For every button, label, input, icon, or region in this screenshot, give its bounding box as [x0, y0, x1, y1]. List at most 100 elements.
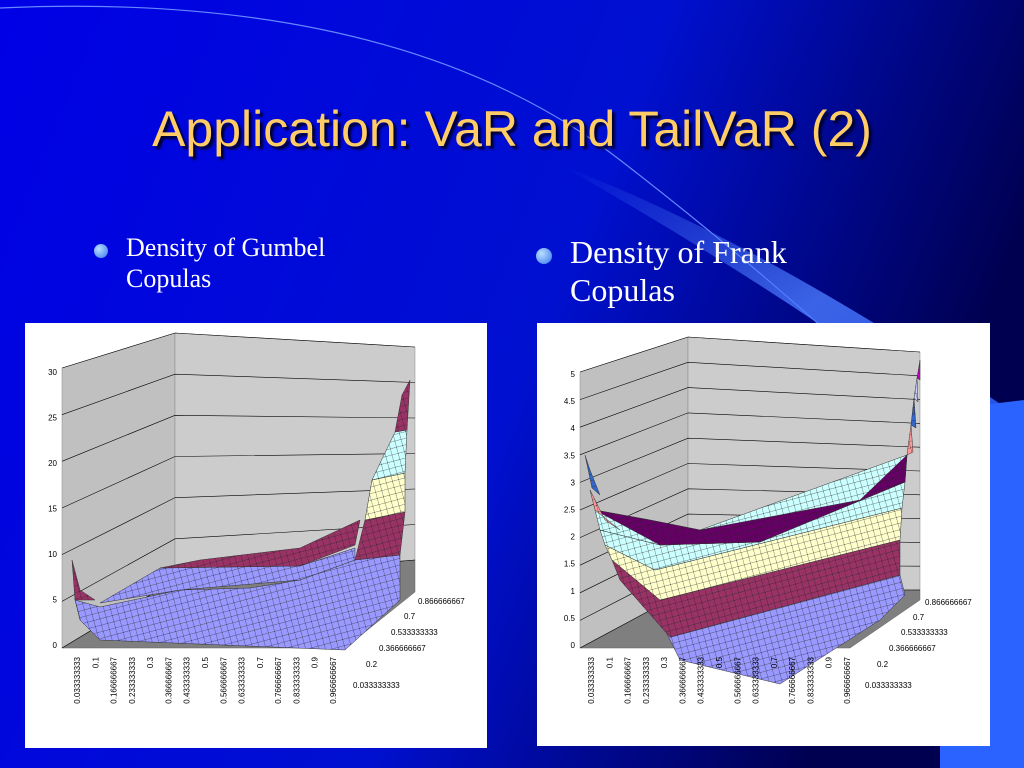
grid-line — [579, 437, 921, 483]
x-tick-label: 0.966666667 — [329, 656, 338, 703]
bullet-dot — [536, 248, 552, 264]
surface-mesh — [395, 380, 410, 432]
y-tick-label: 1 — [571, 587, 576, 596]
slide-title: Application: VaR and TailVaR (2) — [152, 101, 872, 157]
x-tick-label: 0.366666667 — [164, 656, 173, 703]
grid-line — [579, 361, 921, 400]
surface-mesh — [600, 482, 905, 570]
surface-mesh — [914, 378, 918, 402]
x-tick-label: 0.9 — [311, 656, 320, 668]
y-tick-label: 3 — [571, 478, 576, 487]
surface-mesh — [585, 455, 600, 495]
depth-tick-label: 0.366666667 — [379, 644, 426, 653]
depth-tick-label: 0.033333333 — [353, 681, 400, 690]
surface-mesh — [355, 512, 405, 560]
x-tick-label: 0.966666667 — [843, 656, 852, 703]
x-tick-label: 0.033333333 — [73, 656, 82, 703]
grid-line — [579, 336, 921, 373]
surface-mesh — [620, 575, 905, 684]
surface-mesh — [75, 555, 400, 650]
x-tick-label: 0.7 — [256, 656, 265, 668]
x-tick-label: 0.3 — [660, 656, 669, 668]
x-tick-label: 0.033333333 — [587, 656, 596, 703]
y-tick-label: 3.5 — [564, 451, 576, 460]
surface-mesh — [372, 430, 407, 480]
surface-mesh — [72, 560, 95, 600]
x-tick-label: 0.433333333 — [697, 656, 706, 703]
surface-mesh — [605, 508, 902, 600]
y-tick-label: 1.5 — [564, 560, 576, 569]
y-tick-label: 5 — [53, 596, 58, 605]
bullet: Density of Frank Copulas — [536, 233, 870, 310]
grid-line — [579, 463, 921, 511]
y-tick-label: 2.5 — [564, 506, 576, 515]
x-tick-label: 0.633333333 — [752, 656, 761, 703]
x-tick-label: 0.1 — [605, 656, 614, 668]
grid-line — [579, 412, 921, 456]
x-tick-label: 0.166666667 — [624, 656, 633, 703]
depth-tick-label: 0.866666667 — [925, 598, 972, 607]
x-tick-label: 0.833333333 — [292, 656, 301, 703]
depth-tick-label: 0.533333333 — [391, 628, 438, 637]
x-tick-label: 0.366666667 — [678, 656, 687, 703]
bullet-text: Density of Frank Copulas — [570, 234, 787, 309]
grid-line — [61, 332, 416, 369]
depth-tick-label: 0.533333333 — [901, 628, 948, 637]
x-tick-label: 0.566666667 — [219, 656, 228, 703]
surface-mesh — [907, 425, 913, 455]
x-tick-label: 0.233333333 — [642, 656, 651, 703]
bullet-text: Density of Gumbel Copulas — [126, 233, 326, 294]
y-tick-label: 2 — [571, 533, 576, 542]
y-tick-label: 10 — [48, 550, 57, 559]
grid-line — [61, 453, 416, 509]
x-tick-label: 0.233333333 — [128, 656, 137, 703]
x-tick-label: 0.766666667 — [788, 656, 797, 703]
grid-line — [61, 373, 416, 415]
y-tick-label: 30 — [48, 368, 57, 377]
surface-mesh — [100, 548, 355, 603]
grid-line — [61, 488, 416, 555]
depth-tick-label: 0.2 — [877, 660, 889, 669]
y-tick-label: 25 — [48, 414, 57, 423]
x-tick-label: 0.833333333 — [806, 656, 815, 703]
surface-mesh — [365, 473, 405, 520]
x-tick-label: 0.5 — [715, 656, 724, 668]
y-tick-label: 4.5 — [564, 397, 576, 406]
y-tick-label: 20 — [48, 459, 57, 468]
bullet: Density of Gumbel Copulas — [94, 232, 406, 294]
x-tick-label: 0.166666667 — [110, 656, 119, 703]
surface-mesh — [917, 360, 920, 380]
y-tick-label: 0.5 — [564, 614, 576, 623]
y-tick-label: 0 — [53, 641, 58, 650]
x-tick-label: 0.1 — [91, 656, 100, 668]
x-tick-label: 0.5 — [201, 656, 210, 668]
x-tick-label: 0.3 — [146, 656, 155, 668]
bullet-dot — [94, 244, 108, 258]
surface-mesh — [911, 398, 916, 428]
y-tick-label: 0 — [571, 641, 576, 650]
x-tick-label: 0.7 — [770, 656, 779, 668]
depth-tick-label: 0.033333333 — [865, 681, 912, 690]
y-tick-label: 15 — [48, 505, 57, 514]
x-tick-label: 0.9 — [825, 656, 834, 668]
surface-mesh — [160, 520, 360, 568]
grid-line — [579, 387, 921, 428]
depth-tick-label: 0.866666667 — [418, 597, 465, 606]
depth-tick-label: 0.366666667 — [889, 644, 936, 653]
x-tick-label: 0.633333333 — [238, 656, 247, 703]
depth-tick-label: 0.2 — [366, 660, 378, 669]
grid-line — [61, 415, 416, 462]
surface-mesh — [595, 455, 907, 545]
depth-tick-label: 0.7 — [913, 613, 925, 622]
x-tick-label: 0.566666667 — [733, 656, 742, 703]
surface-mesh — [590, 490, 620, 530]
depth-tick-label: 0.7 — [404, 612, 416, 621]
y-tick-label: 5 — [571, 370, 576, 379]
grid-line — [61, 524, 416, 602]
x-tick-label: 0.433333333 — [183, 656, 192, 703]
y-tick-label: 4 — [571, 424, 576, 433]
surface-mesh — [612, 540, 900, 637]
